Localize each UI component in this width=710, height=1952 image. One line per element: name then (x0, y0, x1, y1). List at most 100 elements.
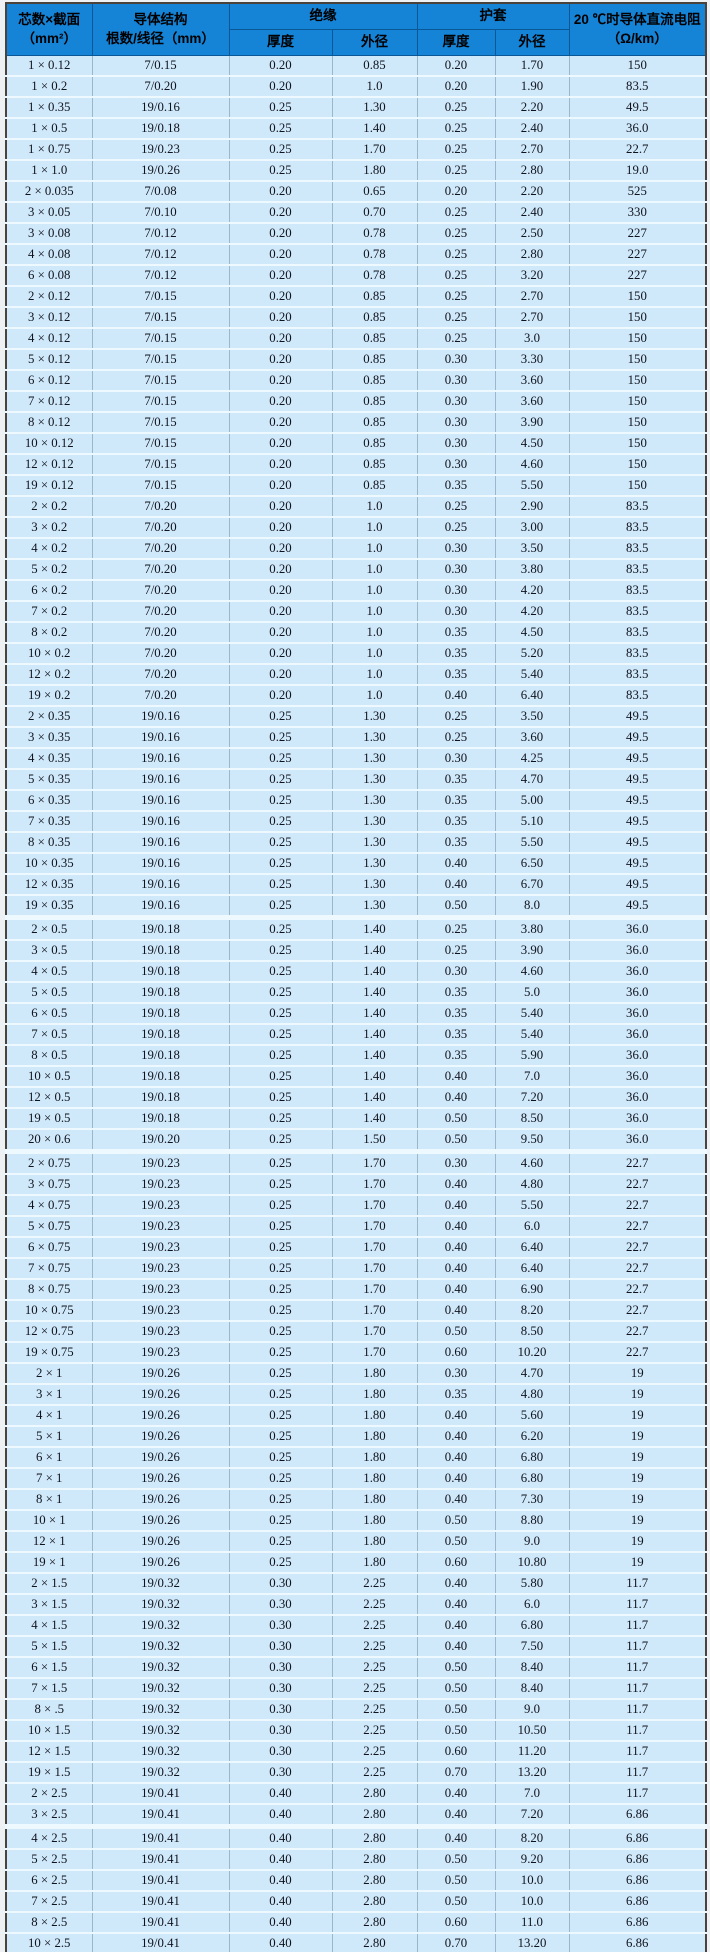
table-cell: 1.40 (331, 1087, 418, 1109)
table-cell: 0.30 (416, 1151, 496, 1175)
table-cell: 0.50 (416, 1699, 496, 1721)
table-cell: 1.0 (331, 76, 418, 98)
table-cell: 3.20 (494, 265, 570, 287)
table-cell: 8 × 1 (5, 1489, 93, 1511)
table-cell: 1.30 (331, 97, 418, 119)
table-cell: 0.25 (228, 1237, 333, 1259)
table-cell: 7/0.20 (91, 538, 230, 560)
table-cell: 3.60 (494, 391, 570, 413)
table-row: 19 × 0.12 7/0.15 0.20 0.85 0.35 5.50 150 (5, 475, 707, 497)
table-cell: 5.40 (494, 664, 570, 686)
table-row: 7 × 1 19/0.26 0.25 1.80 0.40 6.80 19 (5, 1468, 707, 1490)
table-cell: 19/0.41 (91, 1826, 230, 1850)
table-cell: 1.40 (331, 917, 418, 941)
table-cell: 10.0 (494, 1891, 570, 1913)
table-cell: 0.40 (228, 1804, 333, 1829)
table-cell: 150 (568, 349, 707, 371)
table-cell: 1.80 (331, 1405, 418, 1427)
table-cell: 12 × 0.5 (5, 1087, 93, 1109)
table-cell: 330 (568, 202, 707, 224)
table-cell: 19/0.41 (91, 1804, 230, 1829)
table-cell: 0.25 (228, 832, 333, 854)
table-cell: 1.0 (331, 664, 418, 686)
table-row: 12 × 0.12 7/0.15 0.20 0.85 0.30 4.60 150 (5, 454, 707, 476)
table-cell: 0.30 (416, 538, 496, 560)
table-cell: 19 (568, 1552, 707, 1574)
table-cell: 49.5 (568, 769, 707, 791)
table-cell: 7 × 1 (5, 1468, 93, 1490)
table-cell: 4 × 2.5 (5, 1826, 93, 1850)
table-cell: 0.85 (331, 328, 418, 350)
table-cell: 1.0 (331, 580, 418, 602)
table-cell: 19 (568, 1468, 707, 1490)
table-cell: 0.20 (228, 202, 333, 224)
table-cell: 0.40 (416, 1804, 496, 1829)
table-cell: 7/0.12 (91, 265, 230, 287)
table-cell: 4.80 (494, 1174, 570, 1196)
table-cell: 6 × 2.5 (5, 1870, 93, 1892)
table-cell: 227 (568, 265, 707, 287)
table-cell: 7/0.15 (91, 349, 230, 371)
table-cell: 6.20 (494, 1426, 570, 1448)
table-cell: 83.5 (568, 559, 707, 581)
table-cell: 3.60 (494, 727, 570, 749)
table-cell: 11.7 (568, 1594, 707, 1616)
table-cell: 2.25 (331, 1636, 418, 1658)
table-cell: 0.25 (416, 286, 496, 308)
table-cell: 0.50 (416, 1531, 496, 1553)
table-cell: 0.40 (416, 1468, 496, 1490)
table-cell: 3.50 (494, 706, 570, 728)
table-cell: 19/0.23 (91, 1195, 230, 1217)
table-row: 5 × 2.5 19/0.41 0.40 2.80 0.50 9.20 6.86 (5, 1849, 707, 1871)
table-cell: 8.50 (494, 1108, 570, 1130)
table-cell: 19 (568, 1510, 707, 1532)
table-cell: 0.20 (228, 181, 333, 203)
table-row: 2 × 0.5 19/0.18 0.25 1.40 0.25 3.80 36.0 (5, 917, 707, 941)
table-cell: 1.80 (331, 160, 418, 182)
table-cell: 5.10 (494, 811, 570, 833)
table-cell: 8.40 (494, 1657, 570, 1679)
table-cell: 4 × 0.35 (5, 748, 93, 770)
table-cell: 0.85 (331, 286, 418, 308)
header-core-section-line1: 芯数×截面 (18, 12, 81, 28)
table-cell: 5.60 (494, 1405, 570, 1427)
table-cell: 19/0.23 (91, 1321, 230, 1343)
table-cell: 0.25 (416, 97, 496, 119)
table-row: 3 × 0.05 7/0.10 0.20 0.70 0.25 2.40 330 (5, 202, 707, 224)
table-cell: 0.30 (416, 601, 496, 623)
table-cell: 4.70 (494, 769, 570, 791)
table-row: 4 × 0.2 7/0.20 0.20 1.0 0.30 3.50 83.5 (5, 538, 707, 560)
table-cell: 0.20 (416, 181, 496, 203)
header-insulation-thickness: 厚度 (228, 29, 333, 56)
table-cell: 3 × 1 (5, 1384, 93, 1406)
table-cell: 7.20 (494, 1087, 570, 1109)
table-cell: 5 × 0.75 (5, 1216, 93, 1238)
table-cell: 0.40 (416, 1615, 496, 1637)
table-row: 3 × 0.5 19/0.18 0.25 1.40 0.25 3.90 36.0 (5, 940, 707, 962)
table-cell: 7 × 1.5 (5, 1678, 93, 1700)
table-cell: 3 × 1.5 (5, 1594, 93, 1616)
header-dc-resistance-line1: 20 ℃时导体直流电阻 (573, 12, 701, 28)
table-cell: 36.0 (568, 917, 707, 941)
table-cell: 0.60 (416, 1552, 496, 1574)
table-cell: 11.7 (568, 1615, 707, 1637)
table-row: 8 × 0.2 7/0.20 0.20 1.0 0.35 4.50 83.5 (5, 622, 707, 644)
table-body: 1 × 0.12 7/0.15 0.20 0.85 0.20 1.70 150 1 × 0.2… (5, 55, 707, 1952)
table-cell: 6.50 (494, 853, 570, 875)
table-cell: 1.70 (331, 1342, 418, 1364)
table-cell: 19/0.26 (91, 1363, 230, 1385)
table-cell: 7/0.15 (91, 55, 230, 77)
table-cell: 0.20 (228, 601, 333, 623)
table-cell: 6 × 0.75 (5, 1237, 93, 1259)
table-cell: 0.50 (416, 1321, 496, 1343)
table-cell: 7 × 0.75 (5, 1258, 93, 1280)
table-cell: 6.86 (568, 1933, 707, 1952)
table-cell: 0.25 (228, 1174, 333, 1196)
table-cell: 0.85 (331, 412, 418, 434)
table-cell: 19/0.41 (91, 1891, 230, 1913)
table-cell: 22.7 (568, 1195, 707, 1217)
table-cell: 6.86 (568, 1870, 707, 1892)
table-cell: 6.80 (494, 1468, 570, 1490)
table-row: 2 × 2.5 19/0.41 0.40 2.80 0.40 7.0 11.7 (5, 1783, 707, 1805)
table-cell: 10.0 (494, 1870, 570, 1892)
